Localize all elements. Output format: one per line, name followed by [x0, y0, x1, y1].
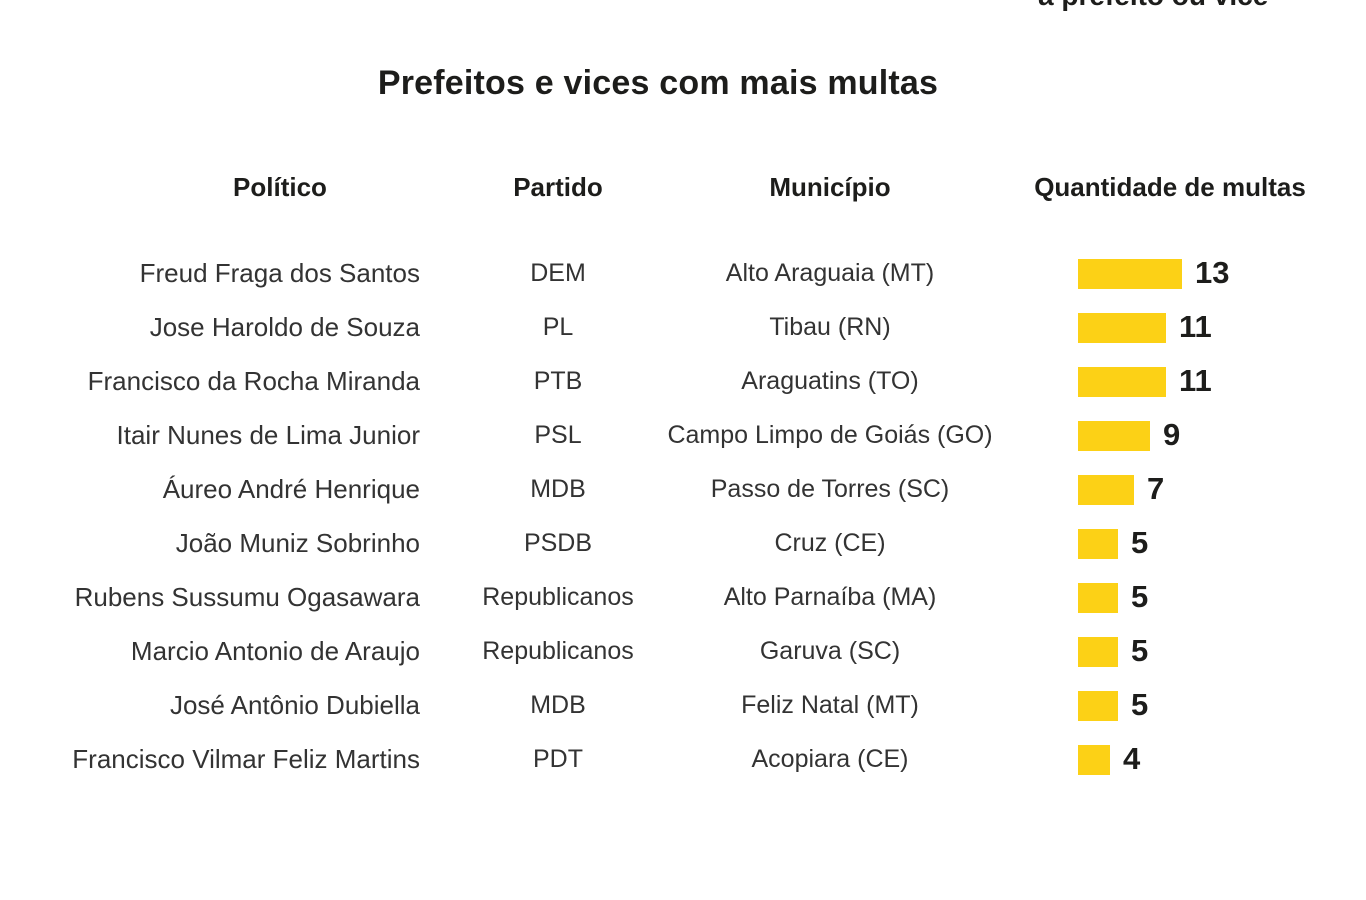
multas-bar — [1078, 313, 1166, 343]
table-row: Marcio Antonio de Araujo Republicanos Ga… — [0, 624, 1366, 678]
multas-value: 7 — [1147, 471, 1165, 506]
politician-name: João Muniz Sobrinho — [175, 527, 420, 558]
table-body: Freud Fraga dos Santos DEM Alto Araguaia… — [0, 246, 1366, 786]
chart-title: Prefeitos e vices com mais multas — [377, 64, 939, 102]
multas-value: 5 — [1131, 525, 1149, 560]
party-label: Republicanos — [482, 636, 634, 665]
multas-value: 9 — [1163, 417, 1181, 452]
table-row: Áureo André Henrique MDB Passo de Torres… — [0, 462, 1366, 516]
multas-bar — [1078, 691, 1118, 721]
politician-name: Jose Haroldo de Souza — [149, 311, 420, 342]
multas-bar — [1078, 367, 1166, 397]
politician-name: Áureo André Henrique — [162, 473, 420, 504]
politician-name: Freud Fraga dos Santos — [139, 257, 420, 288]
clipped-top-text: a prefeito ou vice — [1038, 0, 1338, 11]
politician-name: Marcio Antonio de Araujo — [130, 635, 420, 666]
multas-value: 5 — [1131, 633, 1149, 668]
party-label: PTB — [533, 366, 583, 395]
party-label: PL — [542, 312, 574, 341]
politician-name: Francisco Vilmar Feliz Martins — [72, 743, 420, 774]
multas-bar — [1078, 475, 1134, 505]
municipality-label: Campo Limpo de Goiás (GO) — [667, 420, 993, 449]
party-label: DEM — [530, 258, 586, 287]
politician-name: Itair Nunes de Lima Junior — [116, 419, 420, 450]
multas-value: 5 — [1131, 687, 1149, 722]
multas-value: 11 — [1179, 363, 1212, 398]
party-label: MDB — [530, 690, 586, 719]
multas-bar — [1078, 637, 1118, 667]
table-row: João Muniz Sobrinho PSDB Cruz (CE) 5 — [0, 516, 1366, 570]
multas-bar — [1078, 745, 1110, 775]
column-header-partido: Partido — [513, 172, 603, 202]
table-row: Jose Haroldo de Souza PL Tibau (RN) 11 — [0, 300, 1366, 354]
politician-name: Rubens Sussumu Ogasawara — [74, 581, 420, 612]
table-row: Itair Nunes de Lima Junior PSL Campo Lim… — [0, 408, 1366, 462]
column-header-quantidade-de-multas: Quantidade de multas — [1034, 172, 1306, 202]
multas-bar — [1078, 529, 1118, 559]
table-row: Francisco Vilmar Feliz Martins PDT Acopi… — [0, 732, 1366, 786]
municipality-label: Cruz (CE) — [774, 528, 886, 557]
column-header-municipio: Município — [769, 172, 891, 202]
municipality-label: Araguatins (TO) — [741, 366, 919, 395]
multas-value: 4 — [1123, 741, 1141, 776]
party-label: Republicanos — [482, 582, 634, 611]
multas-value: 11 — [1179, 309, 1212, 344]
party-label: PDT — [533, 744, 583, 773]
column-header-politico: Político — [233, 172, 327, 202]
municipality-label: Acopiara (CE) — [751, 744, 909, 773]
multas-value: 5 — [1131, 579, 1149, 614]
municipality-label: Feliz Natal (MT) — [741, 690, 919, 719]
table-row: Rubens Sussumu Ogasawara Republicanos Al… — [0, 570, 1366, 624]
multas-bar — [1078, 259, 1182, 289]
multas-bar — [1078, 583, 1118, 613]
multas-bar — [1078, 421, 1150, 451]
municipality-label: Passo de Torres (SC) — [710, 474, 950, 503]
party-label: MDB — [530, 474, 586, 503]
politician-name: José Antônio Dubiella — [169, 689, 420, 720]
table-row: Freud Fraga dos Santos DEM Alto Araguaia… — [0, 246, 1366, 300]
party-label: PSDB — [523, 528, 593, 557]
municipality-label: Tibau (RN) — [769, 312, 891, 341]
municipality-label: Alto Araguaia (MT) — [725, 258, 935, 287]
party-label: PSL — [534, 420, 582, 449]
municipality-label: Garuva (SC) — [759, 636, 901, 665]
politician-name: Francisco da Rocha Miranda — [87, 365, 420, 396]
table-row: José Antônio Dubiella MDB Feliz Natal (M… — [0, 678, 1366, 732]
table-row: Francisco da Rocha Miranda PTB Araguatin… — [0, 354, 1366, 408]
multas-value: 13 — [1195, 255, 1230, 290]
municipality-label: Alto Parnaíba (MA) — [723, 582, 937, 611]
